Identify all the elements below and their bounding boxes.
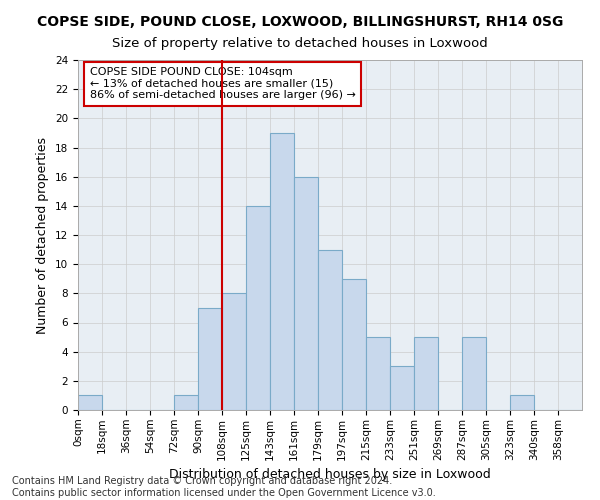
Text: COPSE SIDE POUND CLOSE: 104sqm
← 13% of detached houses are smaller (15)
86% of : COPSE SIDE POUND CLOSE: 104sqm ← 13% of … [90, 68, 356, 100]
Bar [78, 396, 102, 410]
Bar [174, 396, 198, 410]
Bar [366, 337, 390, 410]
Text: Size of property relative to detached houses in Loxwood: Size of property relative to detached ho… [112, 38, 488, 51]
Bar [510, 396, 534, 410]
Bar [390, 366, 414, 410]
Bar [414, 337, 438, 410]
Bar [222, 294, 246, 410]
Y-axis label: Number of detached properties: Number of detached properties [37, 136, 49, 334]
X-axis label: Distribution of detached houses by size in Loxwood: Distribution of detached houses by size … [169, 468, 491, 481]
Bar [342, 279, 366, 410]
Bar [294, 176, 318, 410]
Bar [198, 308, 222, 410]
Bar [462, 337, 486, 410]
Bar [246, 206, 270, 410]
Bar [270, 133, 294, 410]
Bar [318, 250, 342, 410]
Text: COPSE SIDE, POUND CLOSE, LOXWOOD, BILLINGSHURST, RH14 0SG: COPSE SIDE, POUND CLOSE, LOXWOOD, BILLIN… [37, 15, 563, 29]
Text: Contains HM Land Registry data © Crown copyright and database right 2024.
Contai: Contains HM Land Registry data © Crown c… [12, 476, 436, 498]
